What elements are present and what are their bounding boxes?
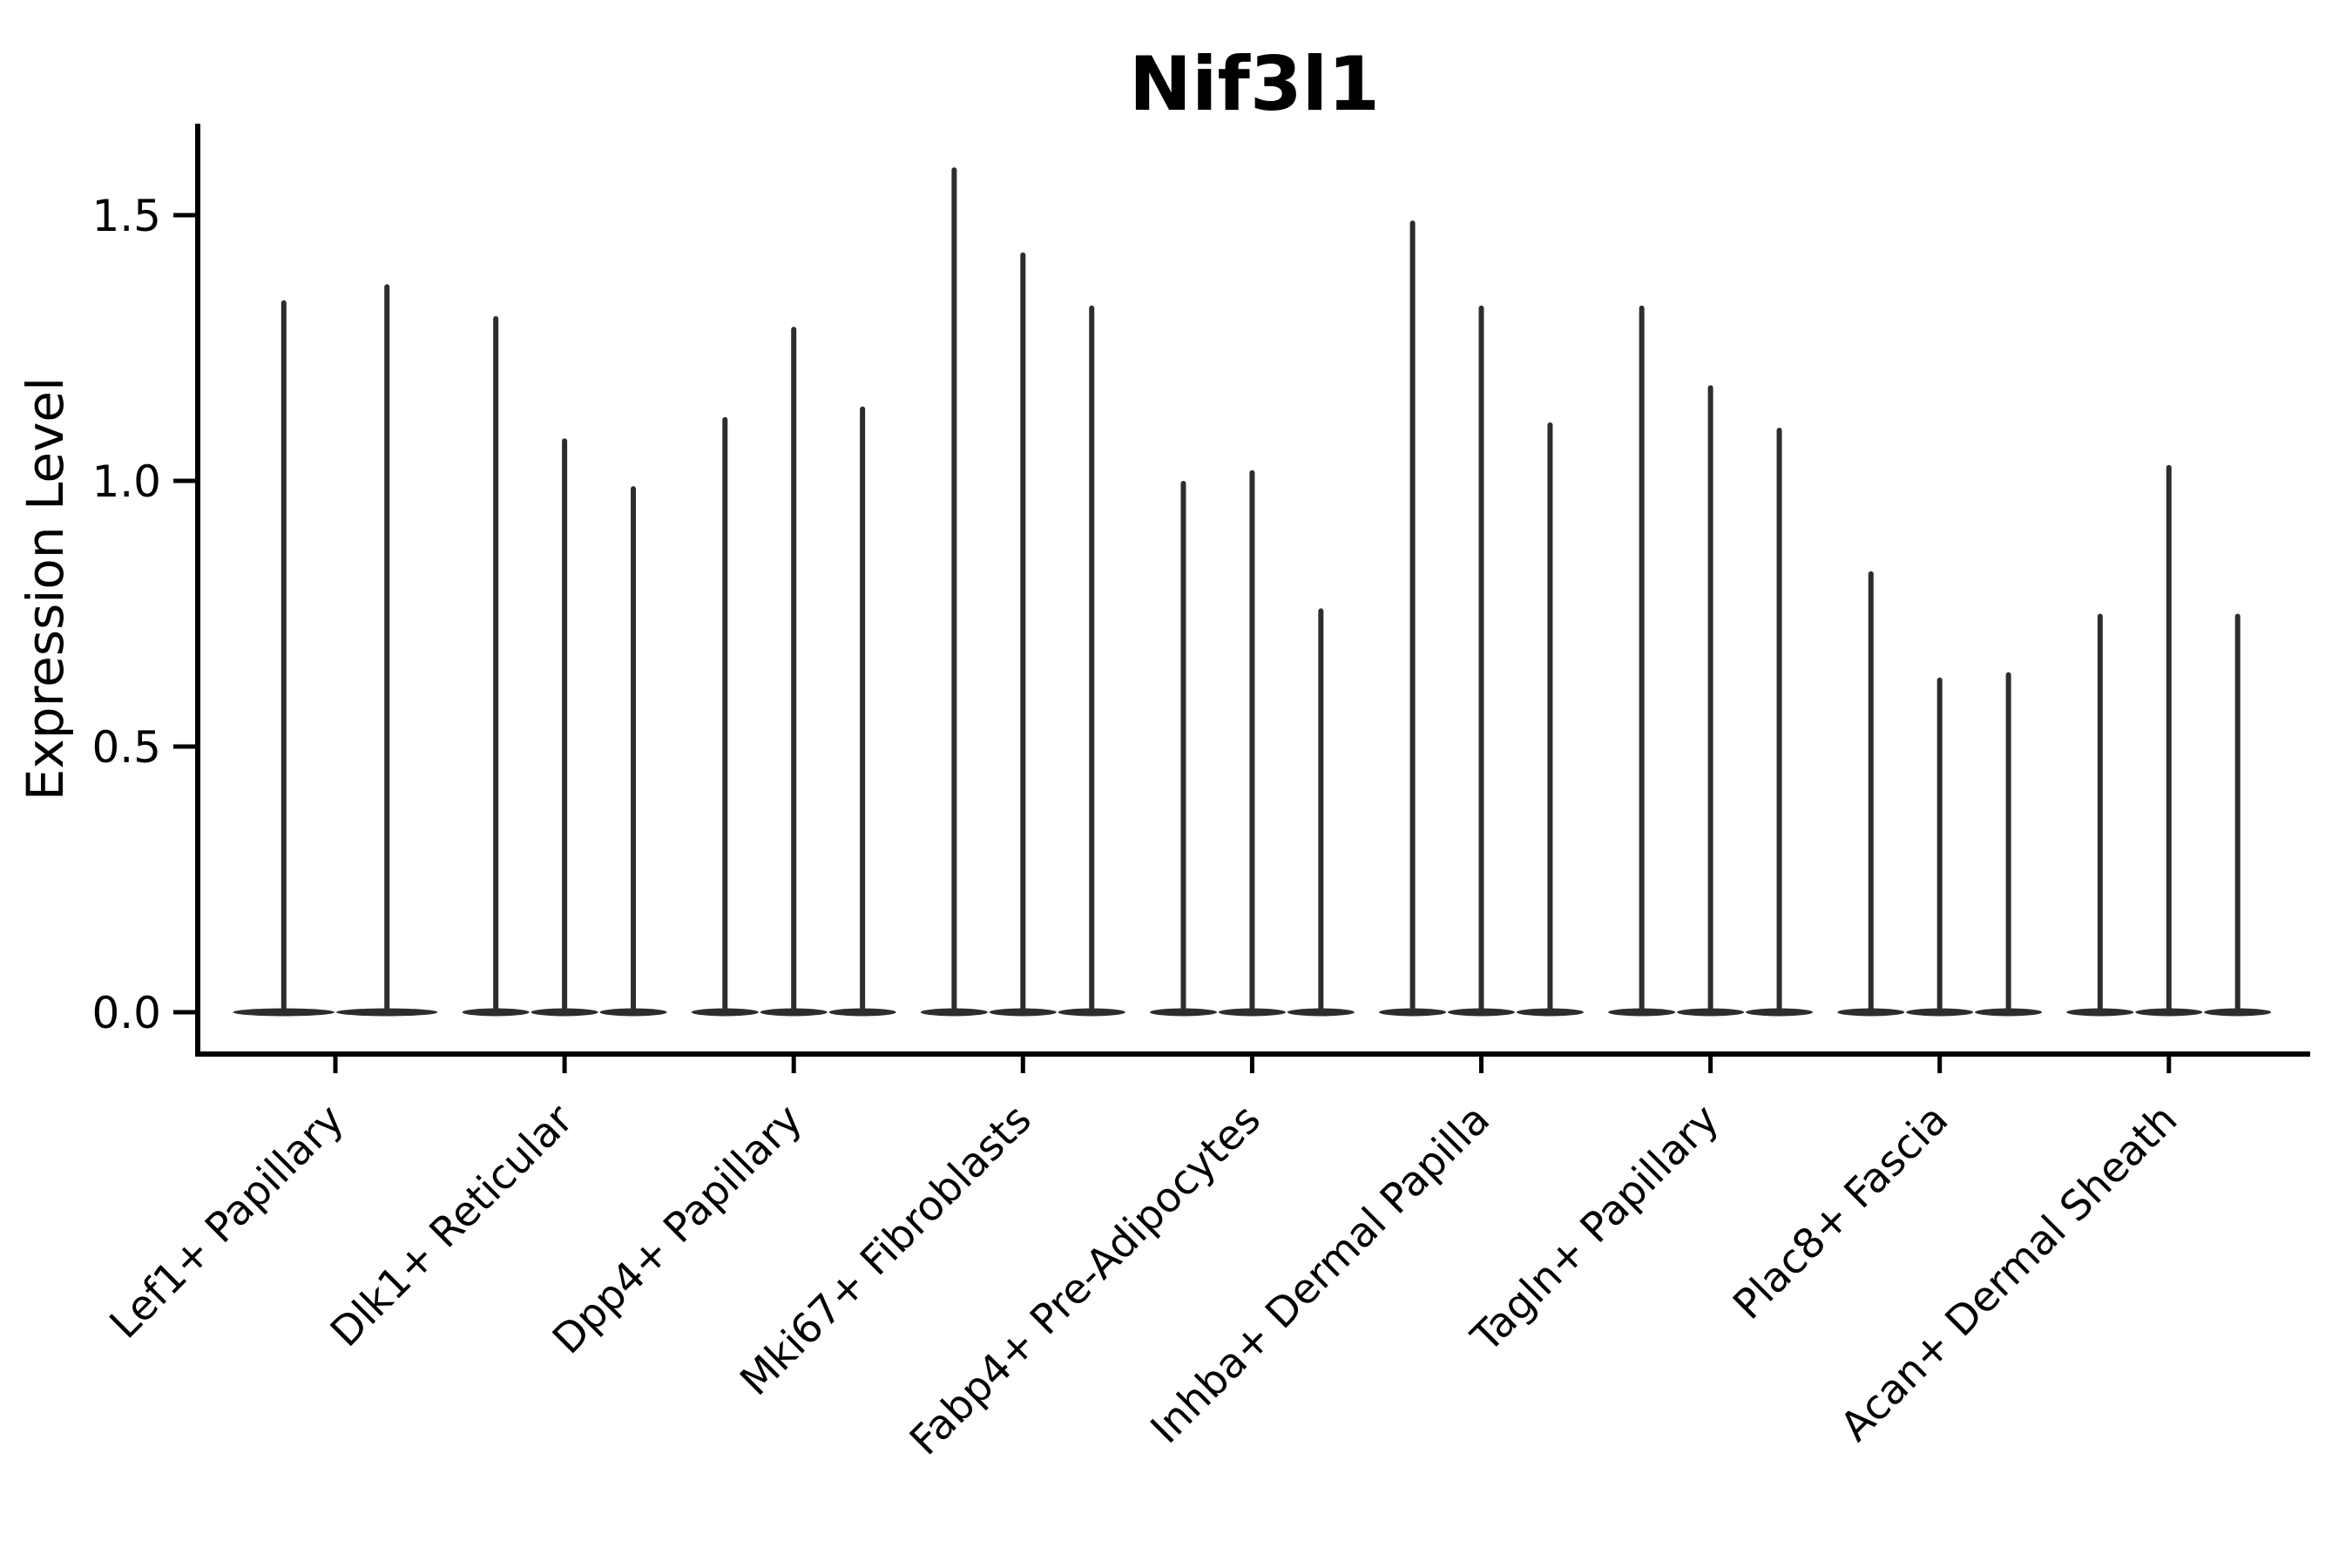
violin-spike [1318, 608, 1324, 1012]
violin-spike [493, 315, 499, 1012]
y-tick-label: 0.5 [91, 722, 161, 773]
violin-spike [1249, 470, 1255, 1012]
violin-spike [384, 284, 390, 1012]
violin-spike [951, 167, 957, 1013]
violin-spike [2166, 464, 2172, 1012]
violin-spike [1936, 677, 1943, 1012]
violin-group [462, 315, 667, 1017]
x-category-label: Tagln+ Papillary [1462, 1096, 1728, 1362]
violin-spike [860, 406, 866, 1013]
violin-spike [1868, 571, 1874, 1012]
violin-group [2066, 464, 2272, 1017]
violin-spike [1089, 305, 1095, 1012]
violin-spike [1180, 481, 1186, 1012]
violin-spike [1707, 385, 1713, 1012]
y-axis-label: Expression Level [16, 377, 75, 801]
x-category-label: Dlk1+ Reticular [321, 1095, 583, 1356]
violin-group [1379, 220, 1584, 1017]
violin-spike [1478, 305, 1484, 1012]
violin-base [2135, 1008, 2203, 1017]
y-tick-label: 0.0 [91, 988, 161, 1038]
violin-base [1906, 1008, 1974, 1017]
violin-spike [1639, 305, 1645, 1012]
violin-spike [1409, 220, 1416, 1013]
violin-spike [1776, 428, 1782, 1012]
violin-group [1150, 470, 1355, 1017]
violin-spike [2005, 672, 2011, 1012]
x-category-label: Plac8+ Fascia [1724, 1096, 1957, 1329]
violin-group [691, 327, 896, 1017]
x-category-label: Lef1+ Papillary [101, 1096, 354, 1348]
violin-spike [280, 300, 287, 1013]
violin-spike [722, 416, 728, 1012]
violin-spike [562, 438, 568, 1012]
violin-spike [1547, 422, 1553, 1012]
violin-group [233, 284, 438, 1017]
violins-layer [233, 167, 2272, 1017]
violin-group [1608, 305, 1813, 1017]
violin-spike [2097, 613, 2103, 1012]
y-tick-label: 1.5 [91, 191, 161, 241]
violin-spike [2234, 613, 2240, 1012]
y-axis-ticks: 0.0 0.5 1.0 1.5 [91, 191, 198, 1038]
violin-spike [791, 327, 797, 1013]
violin-base [828, 1008, 896, 1017]
violin-spike [1020, 252, 1026, 1012]
x-category-label: Dpp4+ Papillary [544, 1096, 812, 1364]
chart-title: Nif3l1 [1129, 41, 1380, 128]
violin-group [1837, 571, 2043, 1017]
y-tick-label: 1.0 [91, 456, 161, 507]
violin-group [920, 167, 1125, 1017]
violin-spike [631, 486, 637, 1012]
